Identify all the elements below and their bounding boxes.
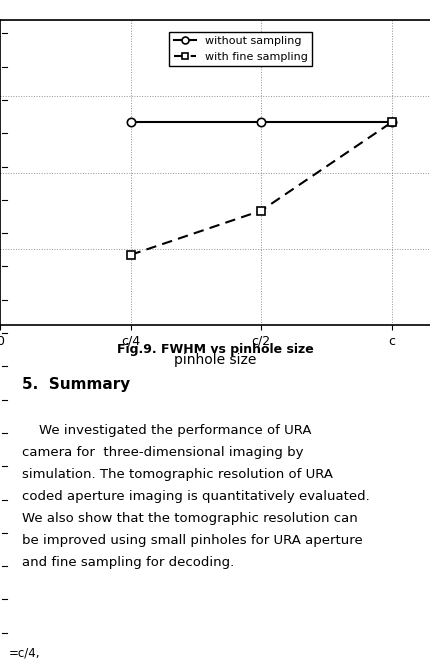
Line: with fine sampling: with fine sampling [126,119,395,258]
Legend: without sampling, with fine sampling: without sampling, with fine sampling [169,32,311,66]
without sampling [128,118,133,126]
X-axis label: pinhole size: pinhole size [174,353,256,368]
Text: Fig.9. FWHM vs pinhole size: Fig.9. FWHM vs pinhole size [117,343,313,356]
without sampling [258,118,263,126]
Line: without sampling: without sampling [126,118,395,127]
with fine sampling [258,206,263,214]
Text: 5.  Summary: 5. Summary [22,377,129,392]
Text: We investigated the performance of URA
camera for  three-dimensional imaging by
: We investigated the performance of URA c… [22,424,369,569]
with fine sampling [388,118,393,126]
without sampling [388,118,393,126]
with fine sampling [128,251,133,259]
Text: =c/4,: =c/4, [9,646,40,659]
